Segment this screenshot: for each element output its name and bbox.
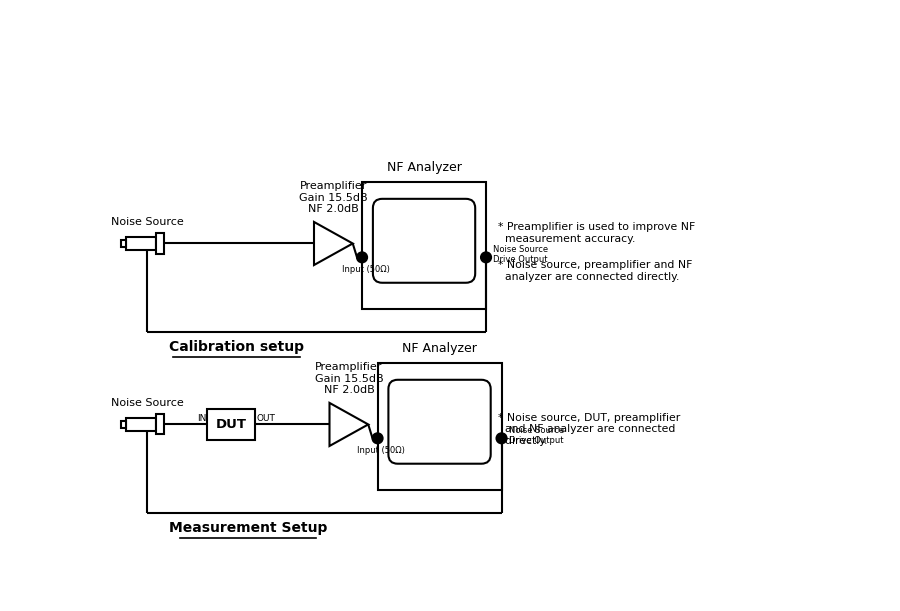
FancyBboxPatch shape <box>373 199 475 283</box>
Bar <box>121 420 126 428</box>
Text: NF Analyzer: NF Analyzer <box>402 342 477 355</box>
Text: IN: IN <box>197 414 206 423</box>
Text: Input (50Ω): Input (50Ω) <box>342 265 390 274</box>
Text: Preamplifier
Gain 15.5dB
NF 2.0dB: Preamplifier Gain 15.5dB NF 2.0dB <box>299 181 368 214</box>
Text: NF Analyzer: NF Analyzer <box>387 161 462 174</box>
Text: Noise Source: Noise Source <box>111 398 184 408</box>
Text: Measurement Setup: Measurement Setup <box>169 521 328 535</box>
Text: Input (50Ω): Input (50Ω) <box>357 446 405 455</box>
Circle shape <box>497 433 507 444</box>
Bar <box>156 414 164 434</box>
Bar <box>126 417 156 431</box>
Text: Preamplifier
Gain 15.5dB
NF 2.0dB: Preamplifier Gain 15.5dB NF 2.0dB <box>315 362 383 395</box>
Text: OUT: OUT <box>256 414 275 423</box>
Bar <box>156 233 164 254</box>
Text: * Preamplifier is used to improve NF
  measurement accuracy.: * Preamplifier is used to improve NF mea… <box>499 222 696 244</box>
Bar <box>121 240 126 247</box>
Bar <box>378 363 501 490</box>
Text: DUT: DUT <box>216 418 247 431</box>
FancyBboxPatch shape <box>389 380 491 464</box>
Text: Noise Source
Drive Output: Noise Source Drive Output <box>508 425 563 445</box>
Text: Noise Source
Drive Output: Noise Source Drive Output <box>493 244 548 264</box>
Bar <box>126 236 156 251</box>
Text: Calibration setup: Calibration setup <box>169 340 304 354</box>
Circle shape <box>357 252 367 262</box>
Circle shape <box>373 433 382 444</box>
Text: * Noise source, preamplifier and NF
  analyzer are connected directly.: * Noise source, preamplifier and NF anal… <box>499 260 693 282</box>
Bar <box>207 409 255 440</box>
Text: Noise Source: Noise Source <box>111 216 184 227</box>
Circle shape <box>481 252 491 262</box>
Bar <box>362 182 486 309</box>
Text: * Noise source, DUT, preamplifier
  and NF analyzer are connected
  directly.: * Noise source, DUT, preamplifier and NF… <box>499 413 680 446</box>
